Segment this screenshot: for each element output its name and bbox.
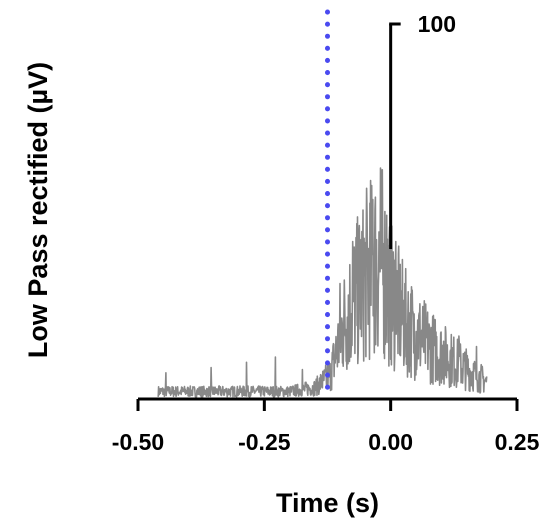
x-tick-label: -0.50	[112, 429, 164, 455]
x-ticks: -0.50 -0.25 0.00 0.25	[112, 399, 540, 455]
scale-bar-label: 100	[418, 11, 456, 37]
series-layer	[157, 167, 488, 398]
y-axis-label: Low Pass rectified (µV)	[23, 62, 53, 358]
x-tick-label: -0.25	[238, 429, 291, 455]
x-axis-label: Time (s)	[276, 488, 379, 518]
x-tick-label: 0.00	[368, 429, 413, 455]
x-tick-label: 0.25	[495, 429, 540, 455]
emg-trace	[157, 167, 488, 398]
